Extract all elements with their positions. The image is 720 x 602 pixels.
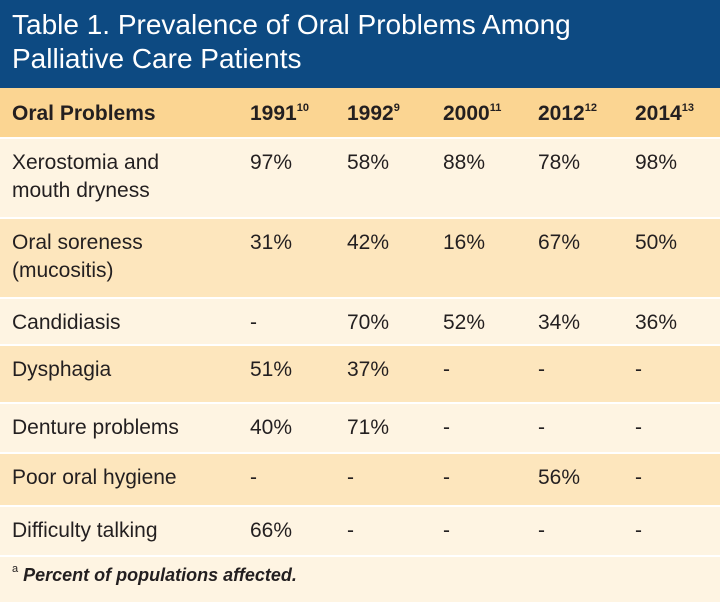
value-cell: 16% bbox=[431, 218, 526, 299]
value-cell: 34% bbox=[526, 298, 623, 346]
value-cell: 50% bbox=[623, 218, 720, 299]
table-row: Dysphagia 51% 37% - - - bbox=[0, 345, 720, 404]
value-cell: 88% bbox=[431, 138, 526, 219]
footnote-marker: a bbox=[12, 563, 19, 575]
footnote: a Percent of populations affected. bbox=[0, 557, 720, 601]
header-cell: 199110 bbox=[238, 88, 335, 139]
header-row: Oral Problems 199110 19929 200011 201212 2014… bbox=[0, 88, 720, 139]
value-cell: - bbox=[335, 453, 431, 507]
value-cell: - bbox=[526, 403, 623, 454]
value-cell: 31% bbox=[238, 218, 335, 299]
value-cell: 66% bbox=[238, 506, 335, 557]
header-text: 2000 bbox=[443, 102, 490, 125]
value-cell: - bbox=[526, 345, 623, 404]
row-label: Dysphagia bbox=[0, 345, 238, 404]
header-ref: 13 bbox=[681, 102, 694, 114]
table-row: Poor oral hygiene - - -56% - bbox=[0, 453, 720, 507]
value-cell: - bbox=[335, 506, 431, 557]
value-cell: 37% bbox=[335, 345, 431, 404]
table-row: Xerostomia and mouth dryness 97% 58% 88% 78%… bbox=[0, 138, 720, 219]
table-row: Difficulty talking 66% - - - - bbox=[0, 506, 720, 557]
table-title: Table 1. Prevalence of Oral Problems Amo… bbox=[12, 9, 571, 74]
value-cell: - bbox=[431, 453, 526, 507]
value-cell: 71% bbox=[335, 403, 431, 454]
footnote-text: Percent of populations affected. bbox=[23, 565, 297, 585]
value-cell: 78% bbox=[526, 138, 623, 219]
row-label: Difficulty talking bbox=[0, 506, 238, 557]
value-cell: 40% bbox=[238, 403, 335, 454]
header-cell: Oral Problems bbox=[0, 88, 238, 139]
value-cell: 42% bbox=[335, 218, 431, 299]
value-cell: - bbox=[431, 345, 526, 404]
value-cell: 52% bbox=[431, 298, 526, 346]
row-label: Poor oral hygiene bbox=[0, 453, 238, 507]
row-label: Oral soreness (mucositis) bbox=[0, 218, 238, 299]
header-ref: 10 bbox=[296, 102, 309, 114]
header-text: 2012 bbox=[538, 102, 585, 125]
value-cell: 70% bbox=[335, 298, 431, 346]
value-cell: - bbox=[238, 453, 335, 507]
value-cell: - bbox=[526, 506, 623, 557]
row-label: Candidiasis bbox=[0, 298, 238, 346]
value-cell: - bbox=[623, 506, 720, 557]
header-ref: 9 bbox=[393, 102, 400, 114]
value-cell: - bbox=[431, 506, 526, 557]
row-label: Denture problems bbox=[0, 403, 238, 454]
header-text: 1992 bbox=[347, 102, 394, 125]
header-cell: 19929 bbox=[335, 88, 431, 139]
header-text: 1991 bbox=[250, 102, 297, 125]
table-row: Oral soreness (mucositis) 31% 42% 16% 67% 50% bbox=[0, 218, 720, 299]
header-text: Oral Problems bbox=[12, 102, 156, 125]
table-row: Denture problems 40% 71% - - - bbox=[0, 403, 720, 454]
value-cell: 97% bbox=[238, 138, 335, 219]
table-row: Candidiasis -70% 52% 34% 36% bbox=[0, 298, 720, 346]
value-cell: 67% bbox=[526, 218, 623, 299]
value-cell: - bbox=[623, 345, 720, 404]
value-cell: 98% bbox=[623, 138, 720, 219]
value-cell: 56% bbox=[526, 453, 623, 507]
header-cell: 201413 bbox=[623, 88, 720, 139]
header-ref: 12 bbox=[584, 102, 597, 114]
value-cell: - bbox=[623, 403, 720, 454]
value-cell: 36% bbox=[623, 298, 720, 346]
value-cell: 58% bbox=[335, 138, 431, 219]
data-table: Oral Problems 199110 19929 200011 201212 2014… bbox=[0, 88, 720, 557]
value-cell: - bbox=[623, 453, 720, 507]
header-cell: 201212 bbox=[526, 88, 623, 139]
header-cell: 200011 bbox=[431, 88, 526, 139]
header-ref: 11 bbox=[489, 102, 502, 114]
value-cell: - bbox=[431, 403, 526, 454]
title-bar: Table 1. Prevalence of Oral Problems Amo… bbox=[0, 0, 720, 88]
value-cell: 51% bbox=[238, 345, 335, 404]
header-text: 2014 bbox=[635, 102, 682, 125]
value-cell: - bbox=[238, 298, 335, 346]
row-label: Xerostomia and mouth dryness bbox=[0, 138, 238, 219]
